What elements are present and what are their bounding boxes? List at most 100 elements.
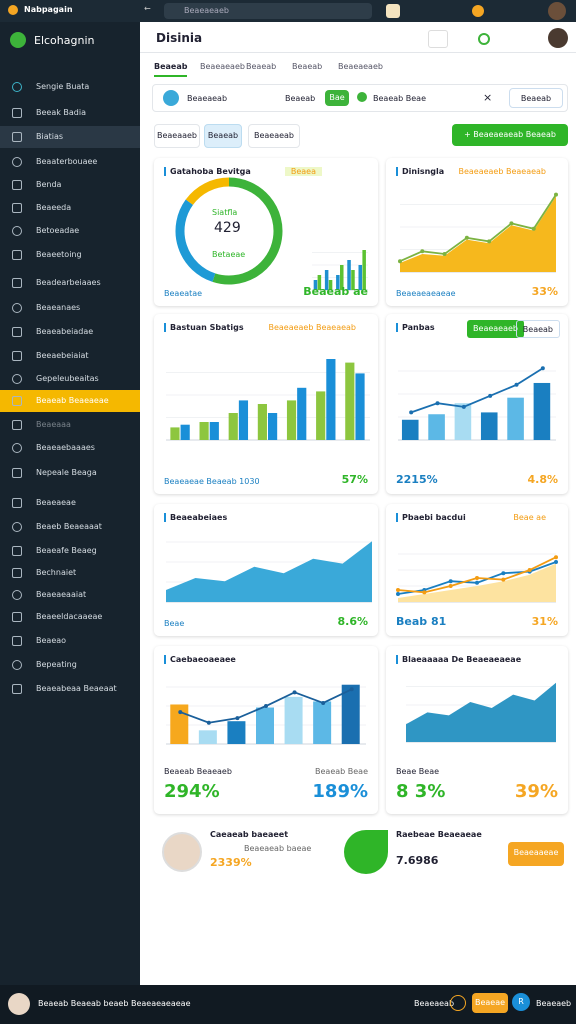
sidebar-item[interactable]: Beaeb Beaeaaat — [0, 516, 140, 538]
chip[interactable]: Bae — [325, 90, 349, 106]
sidebar: Elcohagnin Sengie Buata Beeak Badia Biatia… — [0, 22, 140, 985]
sidebar-icon — [12, 374, 22, 384]
sidebar-item[interactable]: Beaeabeaa Beaeaat — [0, 678, 140, 700]
icon[interactable] — [472, 5, 484, 17]
bar — [480, 412, 498, 440]
sidebar-item[interactable]: Biatias — [0, 126, 140, 148]
app-name: Nabpagain — [24, 5, 73, 14]
sidebar-icon — [12, 108, 22, 118]
search-box[interactable]: Beaeaeaeb — [164, 3, 372, 19]
tab[interactable]: Beaeaeaeb — [200, 62, 245, 71]
filter-button[interactable]: Beaeab — [509, 88, 563, 108]
footer-badge[interactable]: Beaeae — [472, 993, 508, 1013]
sidebar-item[interactable]: Beaeeldacaaeae — [0, 606, 140, 628]
point — [442, 252, 447, 256]
tab[interactable]: Beaeab — [246, 62, 277, 71]
card-badge[interactable]: Beaeaeaeb Beaeaeab — [268, 323, 356, 332]
tab[interactable]: Beaeaeaeb — [338, 62, 383, 71]
card-button[interactable]: Beaeab — [515, 320, 560, 338]
footer: Beaeab Beaeab beaeb Beaeaeaeaeae Beaeaea… — [0, 985, 576, 1024]
filter-user[interactable]: Beaeaeab — [187, 94, 228, 103]
card-footer-left: 8 3% — [396, 781, 446, 802]
sidebar-item[interactable]: Bechnaiet — [0, 562, 140, 584]
bar — [286, 400, 297, 440]
footer-avatar — [8, 993, 30, 1015]
donut-segment — [212, 177, 283, 285]
clear[interactable]: × — [483, 91, 493, 104]
sidebar-icon — [12, 226, 22, 236]
card-title: Panbas — [396, 323, 435, 332]
sidebar-item[interactable]: Benda — [0, 174, 140, 196]
card-footer-right: 4.8% — [527, 473, 558, 486]
card: Caebaeoaeaee Beaeab Beaeaeb Beaeab Beae 294… — [154, 646, 378, 814]
sidebar-item[interactable]: Beaeaeaaiat — [0, 584, 140, 606]
sidebar-icon — [12, 546, 22, 556]
point — [349, 687, 354, 692]
filter-status[interactable]: Beaeab Beae — [373, 94, 426, 103]
search-button[interactable] — [428, 30, 448, 48]
sidebar-item[interactable]: Sengie Buata — [0, 76, 140, 98]
sidebar-item[interactable]: Bepeating — [0, 654, 140, 676]
filter-field[interactable]: Beaeab — [285, 94, 316, 103]
card-badge[interactable]: Beaea — [284, 167, 322, 176]
tab[interactable]: Beaeab — [154, 62, 188, 77]
sidebar-item[interactable]: Beeak Badia — [0, 102, 140, 124]
sidebar-item[interactable]: Beaeetoing — [0, 244, 140, 266]
bar — [362, 250, 366, 290]
sidebar-item[interactable]: Beaeaebaaaes — [0, 437, 140, 459]
action[interactable]: Beaeab — [204, 124, 242, 148]
card-footer-left: Beaeaeaeaeae — [396, 289, 456, 298]
footer-label: Beaeab Beae — [315, 767, 368, 776]
sidebar-item[interactable]: Beaeao — [0, 630, 140, 652]
card-button[interactable]: Beaeaeaeb — [467, 320, 524, 338]
point — [475, 576, 479, 580]
card-footer-left: 2215% — [396, 473, 438, 486]
sidebar-item[interactable]: Beaeafe Beaeg — [0, 540, 140, 562]
tab[interactable]: Beaeab — [292, 62, 323, 71]
card: Blaeaaaaa De Beaeaeaeae Beae Beae 8 3% 39% — [386, 646, 568, 814]
footer-icon[interactable] — [450, 995, 466, 1011]
card-title: Beaeabeiaes — [164, 513, 227, 522]
sidebar-icon — [12, 250, 22, 260]
card-title: Bastuan Sbatigs — [164, 323, 244, 332]
person-avatar — [162, 832, 202, 872]
back[interactable]: ← — [144, 4, 151, 13]
card-badge[interactable]: Beae ae — [513, 513, 546, 522]
bar — [317, 275, 322, 290]
sidebar-label: Beaeafe Beaeg — [36, 546, 97, 555]
sidebar-item[interactable]: Gepeleubeaitas — [0, 368, 140, 390]
sidebar-label: Betoeadae — [36, 226, 80, 235]
sidebar-item[interactable]: Beeaebeiaiat — [0, 345, 140, 367]
bottom-button[interactable]: Beaeaaeae — [508, 842, 564, 866]
card-footer-left: Beaeatae — [164, 289, 203, 298]
sidebar-label: Biatias — [36, 132, 64, 141]
sidebar-icon — [12, 612, 22, 622]
sidebar-label: Beaeabeaa Beaeaat — [36, 684, 117, 693]
action[interactable]: Beaeaaeb — [154, 124, 200, 148]
person-value: 2339% — [210, 856, 252, 869]
icon[interactable] — [386, 4, 400, 18]
card-footer-right: Beaeab ae — [303, 285, 368, 298]
avatar[interactable] — [548, 2, 566, 20]
point — [435, 401, 440, 406]
sidebar-item[interactable]: Beaeanaes — [0, 297, 140, 319]
sidebar-item[interactable]: Beaeaeae — [0, 492, 140, 514]
footer-icon[interactable]: R — [512, 993, 530, 1011]
card-badge[interactable]: Beaeaeaeb Beaeaeab — [458, 167, 546, 176]
sidebar-item[interactable]: Nepeale Beaga — [0, 462, 140, 484]
sidebar-item[interactable]: Beaeabeiadae — [0, 321, 140, 343]
primary-button[interactable]: + Beaeaeaeab Beaeab — [452, 124, 568, 146]
action[interactable]: Beaeaeab — [248, 124, 300, 148]
center-value: 429 — [214, 220, 241, 236]
icon[interactable] — [478, 33, 490, 45]
sidebar-item[interactable]: Betoeadae — [0, 220, 140, 242]
sidebar-item[interactable]: Beaaterbouaee — [0, 151, 140, 173]
sidebar-item[interactable]: Beadearbeiaaes — [0, 272, 140, 294]
sidebar-icon — [12, 351, 22, 361]
bar — [170, 427, 180, 440]
sidebar-item[interactable]: Beaeeda — [0, 197, 140, 219]
sidebar-item[interactable]: Beaeaaa — [0, 414, 140, 436]
sidebar-icon — [12, 180, 22, 190]
sidebar-item[interactable]: Beaeab Beaeaeae — [0, 390, 140, 412]
avatar[interactable] — [548, 28, 568, 48]
